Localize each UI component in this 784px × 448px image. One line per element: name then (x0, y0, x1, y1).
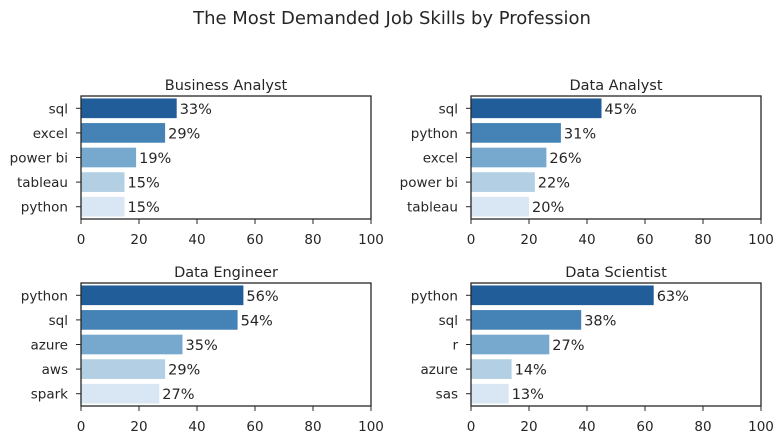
axes-frame (80, 282, 372, 407)
bar-value-label: 22% (538, 176, 570, 192)
y-tick-label: tableau (407, 200, 458, 216)
x-tick-label: 100 (748, 232, 774, 248)
bar-value-label: 38% (584, 313, 616, 329)
axes-frame (470, 95, 762, 220)
axes-frame (470, 282, 762, 407)
x-tick-label: 0 (467, 419, 476, 435)
bar-value-label: 29% (168, 126, 200, 142)
subplot-4: Data Scientist python 63% sql 38% r 27% azure 14… (411, 265, 774, 435)
x-tick-label: 100 (748, 419, 774, 435)
x-tick-label: 20 (130, 419, 147, 435)
y-tick-label: excel (423, 151, 458, 167)
x-tick-label: 60 (636, 232, 653, 248)
bar-value-label: 45% (605, 102, 637, 118)
x-tick-label: 0 (77, 419, 86, 435)
x-tick-label: 80 (304, 419, 321, 435)
bar-value-label: 63% (657, 289, 689, 305)
bar-aws (81, 359, 166, 379)
bar-value-label: 31% (564, 126, 596, 142)
bar-python (471, 285, 654, 306)
x-tick-label: 100 (358, 232, 384, 248)
subplot-2: Data Analyst sql 45% python 31% excel 26% power… (400, 78, 774, 248)
y-tick-label: python (21, 288, 68, 304)
y-tick-label: spark (31, 387, 68, 403)
bar-power-bi (81, 147, 137, 168)
x-tick-label: 0 (77, 232, 86, 248)
x-tick-label: 20 (520, 419, 537, 435)
subplot-title: Data Engineer (174, 265, 278, 281)
bar-excel (81, 123, 166, 143)
y-tick-label: power bi (400, 175, 458, 191)
y-tick-label: excel (33, 126, 68, 142)
bar-sas (471, 383, 509, 404)
subplot-title: Data Analyst (569, 78, 662, 94)
y-tick-label: python (411, 288, 458, 304)
subplot-title: Data Scientist (565, 265, 667, 281)
bar-tableau (471, 196, 529, 217)
bar-python (81, 285, 244, 306)
y-tick-label: sql (49, 313, 68, 329)
bar-value-label: 29% (168, 363, 200, 379)
bar-value-label: 54% (241, 313, 273, 329)
y-tick-label: python (411, 126, 458, 142)
chart-title: The Most Demanded Job Skills by Professi… (192, 8, 591, 29)
bar-sql (81, 98, 177, 119)
bar-sql (81, 310, 238, 330)
y-tick-label: aws (42, 362, 68, 378)
bar-value-label: 35% (186, 338, 218, 354)
bar-value-label: 19% (139, 151, 171, 167)
x-tick-label: 40 (578, 232, 595, 248)
bar-spark (81, 383, 160, 404)
axes-frame (80, 95, 372, 220)
y-tick-label: power bi (10, 151, 68, 167)
y-tick-label: sql (439, 101, 458, 117)
x-tick-label: 80 (694, 419, 711, 435)
bar-sql (471, 310, 582, 330)
x-tick-label: 40 (578, 419, 595, 435)
bar-excel (471, 147, 547, 168)
x-tick-label: 60 (246, 232, 263, 248)
y-tick-label: sql (439, 313, 458, 329)
y-tick-label: sas (436, 387, 458, 403)
bar-value-label: 27% (552, 338, 584, 354)
bar-value-label: 33% (180, 102, 212, 118)
bar-python (81, 196, 125, 217)
bar-power-bi (471, 172, 535, 192)
y-tick-label: azure (31, 338, 68, 354)
x-tick-label: 60 (636, 419, 653, 435)
bar-value-label: 14% (515, 363, 547, 379)
bar-value-label: 56% (246, 289, 278, 305)
bar-tableau (81, 172, 125, 192)
bar-r (471, 334, 550, 355)
bar-sql (471, 98, 602, 119)
x-tick-label: 80 (694, 232, 711, 248)
x-tick-label: 40 (188, 419, 205, 435)
subplot-title: Business Analyst (165, 78, 288, 94)
x-tick-label: 40 (188, 232, 205, 248)
bar-azure (81, 334, 183, 355)
x-tick-label: 0 (467, 232, 476, 248)
bar-value-label: 26% (549, 151, 581, 167)
bar-value-label: 20% (532, 200, 564, 216)
y-tick-label: python (21, 200, 68, 216)
x-tick-label: 60 (246, 419, 263, 435)
x-tick-label: 80 (304, 232, 321, 248)
x-tick-label: 20 (130, 232, 147, 248)
bar-value-label: 27% (162, 387, 194, 403)
x-tick-label: 100 (358, 419, 384, 435)
bar-value-label: 15% (128, 200, 160, 216)
y-tick-label: sql (49, 101, 68, 117)
bar-value-label: 13% (512, 387, 544, 403)
bar-azure (471, 359, 512, 379)
x-tick-label: 20 (520, 232, 537, 248)
subplot-1: Business Analyst sql 33% excel 29% power bi 19… (10, 78, 384, 248)
bar-python (471, 123, 561, 143)
subplot-3: Data Engineer python 56% sql 54% azure 35% aws 2… (21, 265, 384, 435)
bar-value-label: 15% (128, 176, 160, 192)
y-tick-label: r (452, 338, 458, 354)
y-tick-label: azure (421, 362, 458, 378)
y-tick-label: tableau (17, 175, 68, 191)
